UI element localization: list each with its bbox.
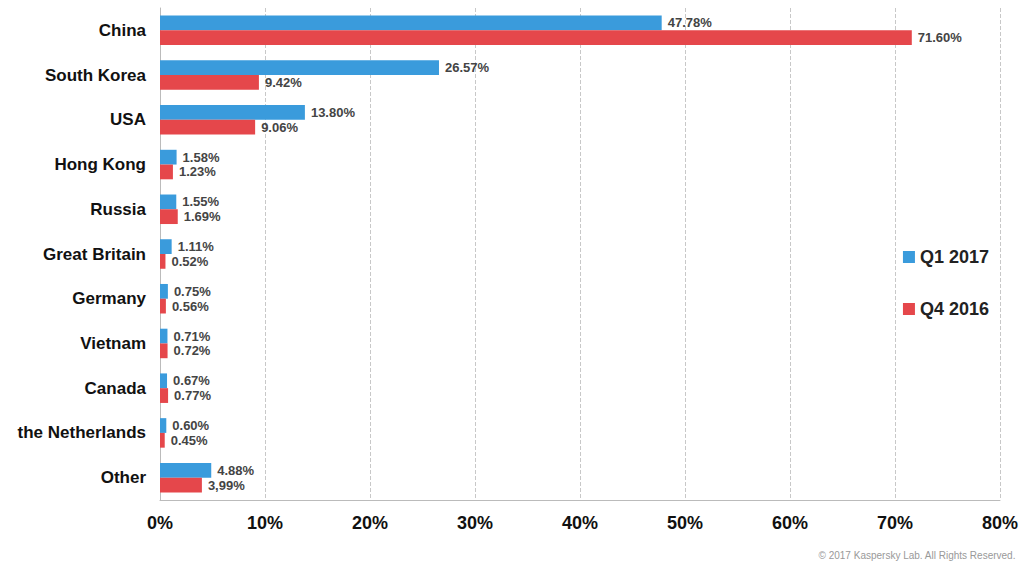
svg-text:1.11%: 1.11% [178,239,215,254]
svg-text:0.75%: 0.75% [174,284,211,299]
svg-text:0.56%: 0.56% [172,299,209,314]
svg-text:0%: 0% [147,513,173,533]
svg-text:Hong Kong: Hong Kong [54,155,146,174]
svg-text:1.69%: 1.69% [184,209,221,224]
svg-text:0.52%: 0.52% [171,254,208,269]
svg-text:1.55%: 1.55% [182,194,219,209]
svg-text:26.57%: 26.57% [445,60,490,75]
svg-text:0.72%: 0.72% [174,343,211,358]
svg-text:1.58%: 1.58% [183,150,220,165]
svg-text:Germany: Germany [72,289,146,308]
svg-text:Canada: Canada [85,379,147,398]
svg-text:South Korea: South Korea [45,66,147,85]
svg-text:70%: 70% [877,513,913,533]
svg-text:4.88%: 4.88% [217,463,254,478]
svg-text:Russia: Russia [90,200,146,219]
svg-text:Vietnam: Vietnam [80,334,146,353]
svg-text:13.80%: 13.80% [311,105,356,120]
svg-text:China: China [99,21,147,40]
svg-text:9.42%: 9.42% [265,75,302,90]
svg-text:71.60%: 71.60% [918,30,963,45]
svg-text:Q4 2016: Q4 2016 [920,299,989,319]
svg-text:© 2017 Kaspersky Lab. All Righ: © 2017 Kaspersky Lab. All Rights Reserve… [819,550,1016,561]
svg-text:40%: 40% [562,513,598,533]
svg-text:Other: Other [101,468,147,487]
svg-text:3,99%: 3,99% [208,478,245,493]
svg-text:USA: USA [110,110,146,129]
svg-text:60%: 60% [772,513,808,533]
svg-text:Great Britain: Great Britain [43,245,146,264]
svg-text:30%: 30% [457,513,493,533]
svg-text:1.23%: 1.23% [179,164,216,179]
svg-text:47.78%: 47.78% [668,15,713,30]
svg-text:80%: 80% [982,513,1018,533]
svg-text:0.45%: 0.45% [171,433,208,448]
svg-text:0.60%: 0.60% [172,418,209,433]
svg-text:10%: 10% [247,513,283,533]
svg-text:20%: 20% [352,513,388,533]
svg-text:50%: 50% [667,513,703,533]
svg-text:0.67%: 0.67% [173,373,210,388]
svg-text:the Netherlands: the Netherlands [18,423,146,442]
svg-text:0.71%: 0.71% [173,329,210,344]
svg-text:Q1 2017: Q1 2017 [920,247,989,267]
svg-text:9.06%: 9.06% [261,120,298,135]
svg-text:0.77%: 0.77% [174,388,211,403]
